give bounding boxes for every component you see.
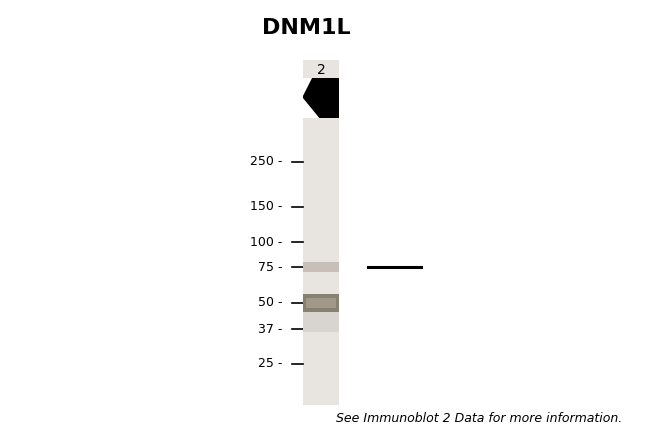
Text: 50 -: 50 - <box>258 296 283 309</box>
Text: 250 -: 250 - <box>250 155 283 168</box>
Bar <box>303 262 339 273</box>
Text: 2: 2 <box>317 63 326 77</box>
Bar <box>303 294 339 312</box>
Bar <box>303 78 339 118</box>
Text: See Immunoblot 2 Data for more information.: See Immunoblot 2 Data for more informati… <box>336 412 623 425</box>
Text: 75 -: 75 - <box>258 261 283 274</box>
Polygon shape <box>303 78 312 96</box>
Text: 150 -: 150 - <box>250 200 283 213</box>
Text: 37 -: 37 - <box>259 323 283 336</box>
Bar <box>303 60 339 405</box>
Text: DNM1L: DNM1L <box>263 18 351 38</box>
Text: 100 -: 100 - <box>250 235 283 249</box>
Bar <box>303 312 339 332</box>
Polygon shape <box>303 98 319 118</box>
Text: 25 -: 25 - <box>259 357 283 370</box>
Bar <box>306 298 337 308</box>
